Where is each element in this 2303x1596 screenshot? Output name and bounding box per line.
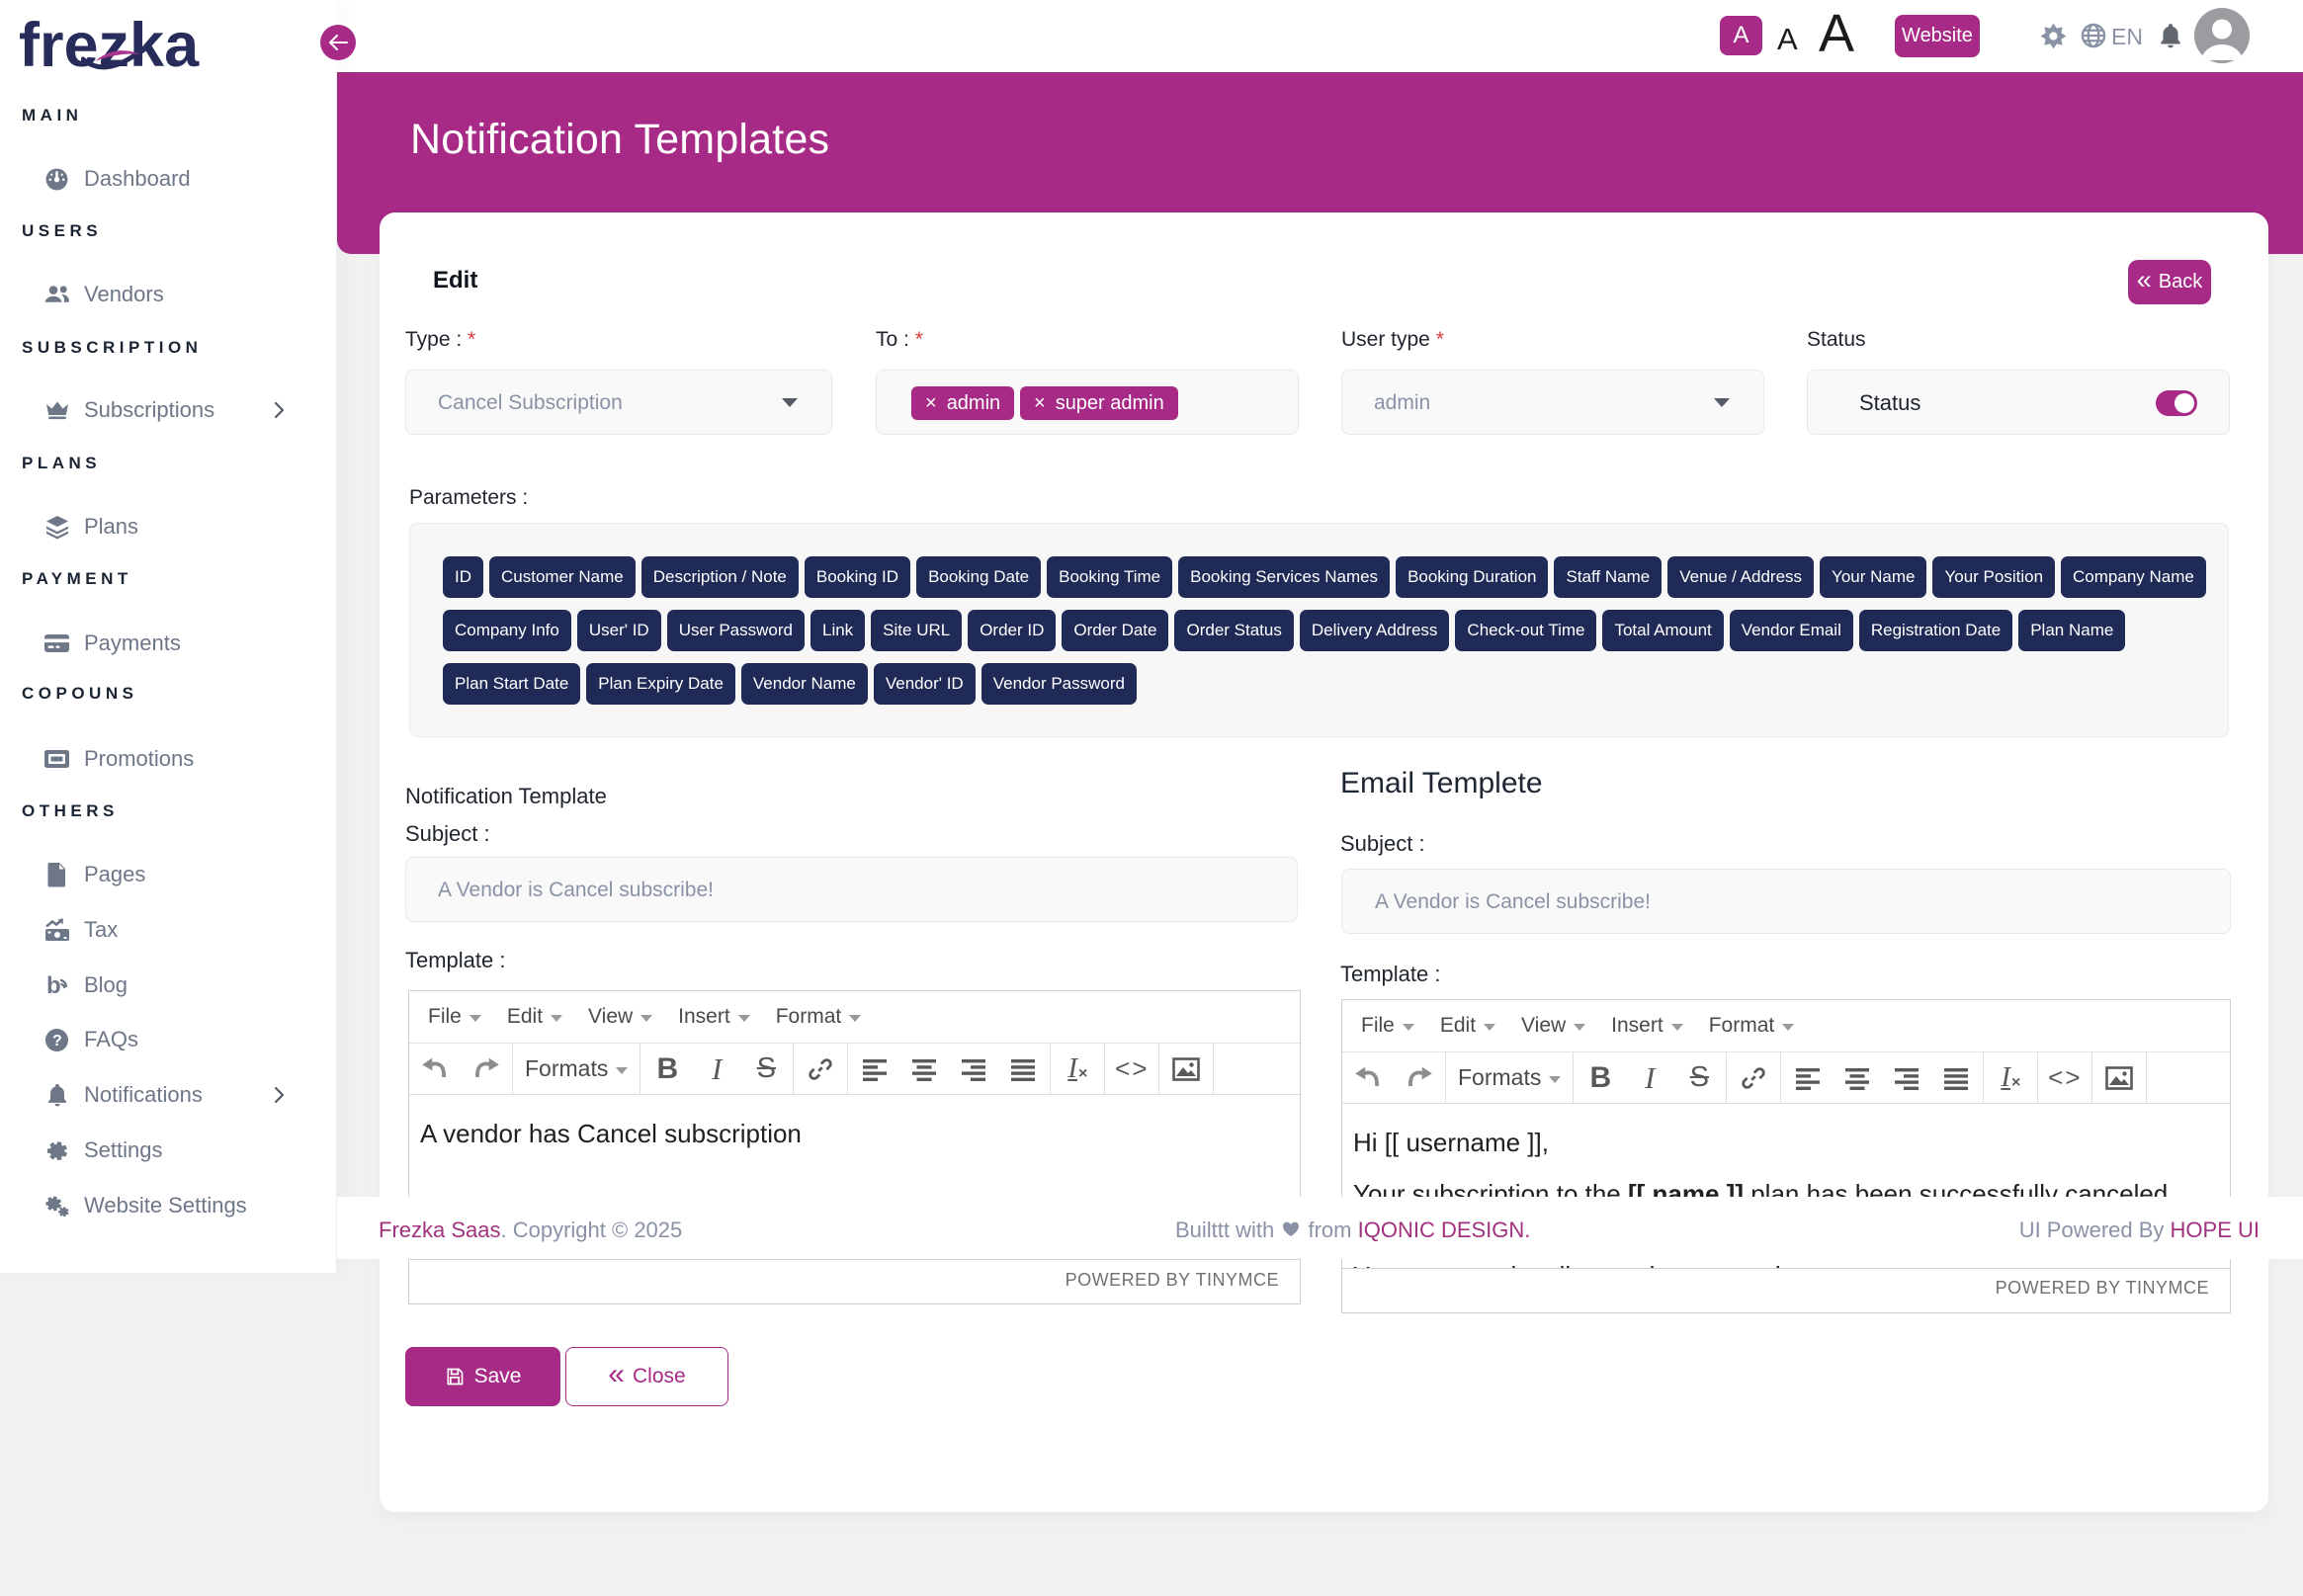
svg-text:?: ? <box>52 1033 62 1050</box>
svg-text:b: b <box>46 972 61 998</box>
